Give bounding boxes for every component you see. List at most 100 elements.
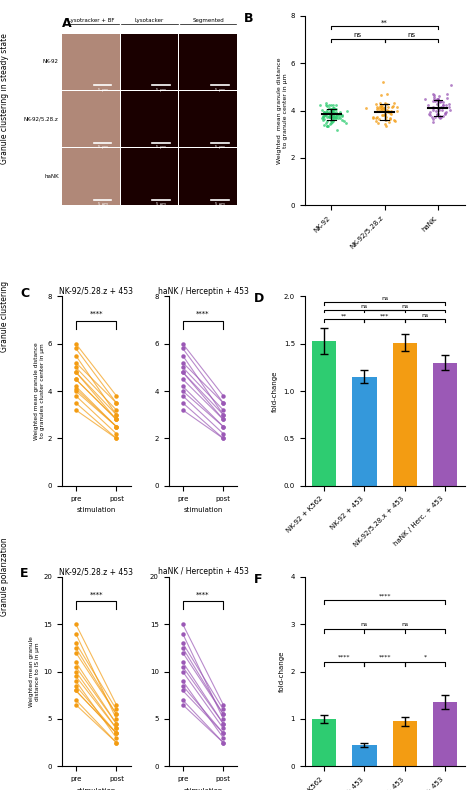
Point [434,95,442,107]
Point [382,114,390,126]
Point [378,99,385,111]
Point [381,109,388,122]
Text: 5 μm: 5 μm [156,202,166,206]
Point [327,116,335,129]
Point [328,107,336,120]
Point [323,104,331,117]
Point [381,101,388,114]
Point [320,113,328,126]
Title: haNK / Herceptin + 453: haNK / Herceptin + 453 [157,287,248,295]
Point [437,94,445,107]
Point [383,88,391,100]
Bar [62,149,119,205]
Y-axis label: fold-change: fold-change [279,651,285,692]
Point [433,107,441,120]
Point [384,105,392,118]
Bar [180,91,237,147]
Point [320,106,328,118]
Point [380,103,387,116]
Text: 5 μm: 5 μm [98,202,108,206]
Point [316,99,324,111]
Text: E: E [20,567,29,581]
Point [319,109,327,122]
Point [439,96,447,108]
Point [430,92,438,105]
Bar [121,91,178,147]
Point [391,96,398,109]
Point [326,107,333,119]
Point [328,111,335,123]
Point [329,113,337,126]
Point [382,97,389,110]
Text: Lysotracker + BF: Lysotracker + BF [68,17,114,23]
Point [338,110,346,122]
Point [385,105,392,118]
Text: ***: *** [380,313,389,318]
Y-axis label: Weighted mean granule distance
to granules cluster center in μm: Weighted mean granule distance to granul… [34,342,45,440]
Point [325,107,332,119]
Point [338,114,346,126]
Text: Segmented: Segmented [192,17,224,23]
Text: ****: **** [196,311,210,317]
Point [429,88,437,100]
Point [429,113,437,126]
Point [382,120,390,133]
Point [330,111,337,124]
Text: ****: **** [338,655,350,660]
Point [383,104,391,117]
Text: ns: ns [361,303,368,309]
Point [434,92,442,105]
Point [340,115,348,128]
Point [320,118,328,131]
Point [375,105,383,118]
Point [426,107,433,120]
Point [389,100,397,112]
Point [439,99,447,111]
Point [429,102,437,115]
Point [322,109,330,122]
Point [329,113,337,126]
Text: F: F [254,573,262,586]
Point [436,110,444,122]
Text: B: B [244,12,254,25]
Point [328,105,336,118]
Text: ns: ns [401,622,409,626]
Text: ns: ns [354,32,362,38]
Text: Lysotacker: Lysotacker [135,17,164,23]
Text: ns: ns [401,303,409,309]
X-axis label: stimulation: stimulation [183,507,223,513]
Point [342,116,349,129]
Point [369,112,376,125]
Point [431,95,438,107]
Point [324,119,332,132]
Point [329,102,337,115]
Point [434,102,442,115]
Text: NK-92: NK-92 [43,59,59,64]
Text: C: C [20,287,29,300]
Text: Granule polarization: Granule polarization [0,537,9,616]
Text: 5 μm: 5 μm [215,202,225,206]
Text: haNK: haNK [44,174,59,179]
Point [329,107,337,120]
Point [318,112,326,125]
Point [326,111,334,123]
Point [436,90,443,103]
Point [338,108,346,121]
Point [336,108,343,121]
Point [333,123,341,136]
Text: Granule clustering in steady state: Granule clustering in steady state [0,33,9,164]
Point [344,105,351,118]
Point [324,115,331,127]
Point [376,100,384,113]
Bar [433,702,457,766]
Text: ****: **** [90,311,103,317]
Point [385,116,393,129]
Point [433,98,440,111]
Title: NK-92/5.28.z + 453: NK-92/5.28.z + 453 [59,567,133,576]
Point [374,103,381,115]
Point [373,98,380,111]
Point [329,111,337,123]
Point [328,106,336,118]
Point [335,110,343,122]
Point [332,107,340,120]
